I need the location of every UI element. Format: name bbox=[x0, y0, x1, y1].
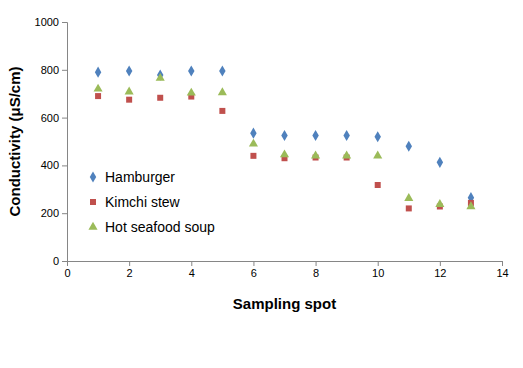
point bbox=[435, 199, 444, 207]
x-tick-mark bbox=[378, 261, 379, 266]
point bbox=[466, 201, 475, 209]
x-tick: 14 bbox=[496, 261, 508, 279]
point bbox=[250, 128, 256, 139]
x-tick: 8 bbox=[313, 261, 319, 279]
y-tick-mark bbox=[62, 70, 67, 71]
point bbox=[374, 131, 380, 142]
point bbox=[375, 182, 381, 188]
x-tick-mark bbox=[502, 261, 503, 266]
x-tick-mark bbox=[129, 261, 130, 266]
point bbox=[249, 139, 258, 147]
point bbox=[343, 130, 349, 141]
point bbox=[219, 65, 225, 76]
legend-marker bbox=[90, 171, 96, 182]
point bbox=[437, 157, 443, 168]
series bbox=[94, 73, 476, 209]
y-axis-line bbox=[62, 23, 68, 262]
point bbox=[95, 93, 101, 99]
x-tick-mark bbox=[316, 261, 317, 266]
point bbox=[250, 153, 256, 159]
legend-marker bbox=[88, 222, 97, 230]
y-tick-label: 200 bbox=[41, 207, 59, 219]
y-tick-label: 0 bbox=[53, 255, 59, 267]
point bbox=[406, 141, 412, 152]
point bbox=[280, 149, 289, 157]
point bbox=[126, 65, 132, 76]
point bbox=[95, 67, 101, 78]
y-tick-mark bbox=[62, 22, 67, 23]
legend: Hamburger Kimchi stew Hot seafood soup bbox=[88, 169, 215, 235]
point bbox=[281, 130, 287, 141]
x-tick-label: 6 bbox=[251, 267, 257, 279]
chart: 0 2 4 6 8 10 12 14 0 200 400 600 800 1000 Sampling spo… bbox=[0, 0, 523, 368]
y-tick-label: 1000 bbox=[35, 16, 59, 28]
point bbox=[187, 88, 196, 96]
y-tick: 0 bbox=[53, 255, 67, 267]
x-tick-label: 12 bbox=[434, 267, 446, 279]
y-axis-title: Conductivity (μS/cm) bbox=[6, 66, 23, 216]
point bbox=[373, 151, 382, 159]
x-axis: 0 2 4 6 8 10 12 14 bbox=[64, 261, 508, 279]
legend-label: Hamburger bbox=[105, 169, 175, 185]
x-tick-mark bbox=[440, 261, 441, 266]
x-tick: 4 bbox=[189, 261, 195, 279]
point bbox=[156, 73, 165, 81]
legend-label: Kimchi stew bbox=[105, 194, 181, 210]
series bbox=[95, 65, 474, 203]
series bbox=[95, 93, 474, 211]
y-tick-label: 600 bbox=[41, 112, 59, 124]
y-tick: 600 bbox=[41, 112, 67, 124]
point bbox=[219, 108, 225, 114]
x-tick-mark bbox=[253, 261, 254, 266]
y-tick-mark bbox=[62, 261, 67, 262]
y-tick: 400 bbox=[41, 159, 67, 171]
point bbox=[218, 87, 227, 95]
point bbox=[312, 130, 318, 141]
point bbox=[342, 151, 351, 159]
x-tick-mark bbox=[191, 261, 192, 266]
legend-label: Hot seafood soup bbox=[105, 219, 215, 235]
point bbox=[94, 84, 103, 92]
x-tick: 6 bbox=[251, 261, 257, 279]
y-tick-label: 800 bbox=[41, 64, 59, 76]
y-tick-mark bbox=[62, 165, 67, 166]
x-tick: 10 bbox=[372, 261, 384, 279]
x-tick-label: 8 bbox=[313, 267, 319, 279]
x-tick-label: 10 bbox=[372, 267, 384, 279]
y-tick-label: 400 bbox=[41, 159, 59, 171]
x-tick: 12 bbox=[434, 261, 446, 279]
x-tick-label: 0 bbox=[64, 267, 70, 279]
x-tick-label: 14 bbox=[496, 267, 508, 279]
y-tick-mark bbox=[62, 213, 67, 214]
x-tick: 0 bbox=[64, 261, 70, 279]
legend-marker bbox=[90, 199, 96, 205]
x-axis-line bbox=[68, 262, 503, 267]
point bbox=[126, 97, 132, 103]
x-axis-title: Sampling spot bbox=[233, 295, 336, 312]
x-tick: 2 bbox=[127, 261, 133, 279]
point bbox=[406, 205, 412, 211]
point bbox=[188, 65, 194, 76]
point bbox=[311, 151, 320, 159]
y-tick: 1000 bbox=[35, 16, 67, 28]
point bbox=[157, 95, 163, 101]
y-tick-mark bbox=[62, 118, 67, 119]
y-axis: 0 200 400 600 800 1000 bbox=[35, 16, 68, 267]
x-tick-label: 4 bbox=[189, 267, 195, 279]
y-tick: 200 bbox=[41, 207, 67, 219]
x-tick-label: 2 bbox=[127, 267, 133, 279]
point bbox=[125, 87, 134, 95]
plot-area bbox=[94, 65, 476, 211]
point bbox=[404, 193, 413, 201]
y-tick: 800 bbox=[41, 64, 67, 76]
